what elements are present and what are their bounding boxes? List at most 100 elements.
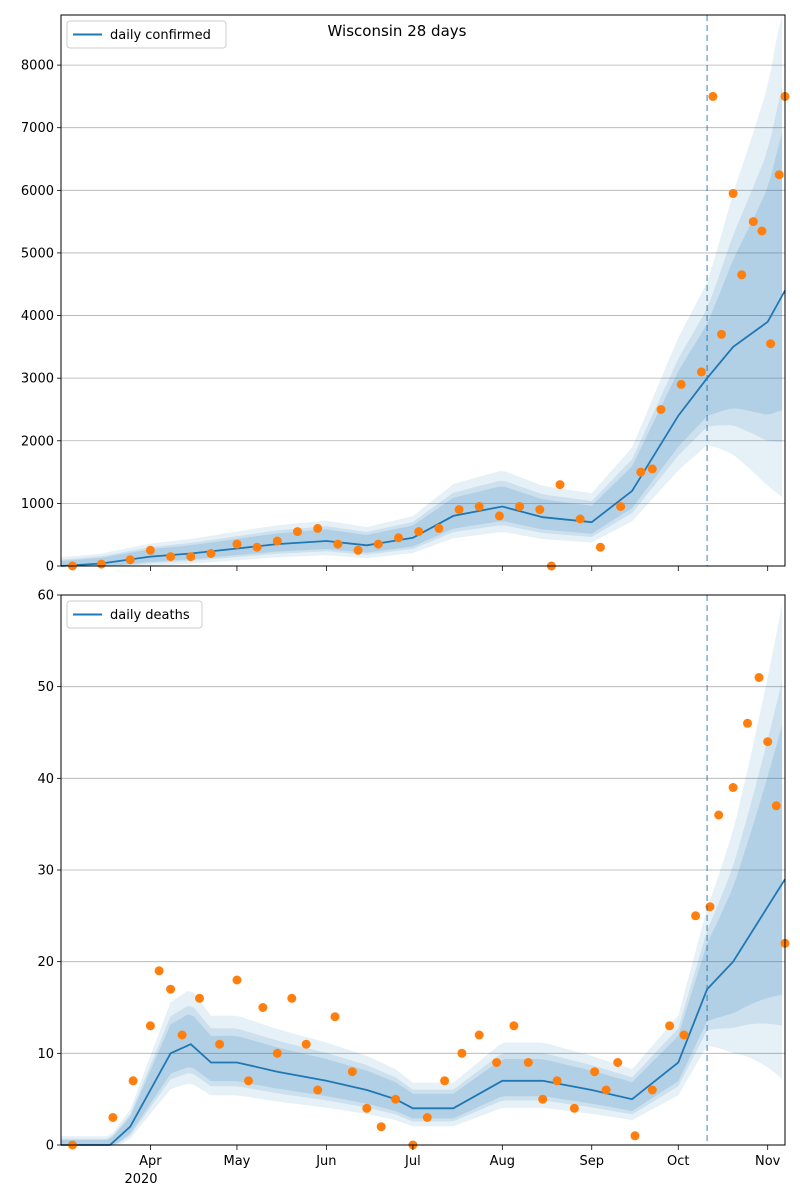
- y-tick-label: 0: [46, 1139, 54, 1154]
- data-point: [676, 379, 686, 389]
- data-point: [714, 810, 724, 820]
- x-year-label: 2020: [124, 1172, 157, 1187]
- deaths-y-axis: 0 10 20 30 40 50 60: [37, 589, 61, 1154]
- data-point: [474, 1030, 484, 1040]
- data-point: [333, 539, 343, 549]
- data-point: [108, 1113, 118, 1122]
- data-point: [457, 1048, 467, 1058]
- data-point: [647, 464, 657, 474]
- data-point: [195, 993, 204, 1003]
- data-point: [394, 533, 403, 543]
- legend-label: daily confirmed: [110, 28, 211, 43]
- data-point: [414, 527, 424, 537]
- x-tick-label: Apr: [139, 1154, 162, 1169]
- y-tick-label: 3000: [21, 372, 54, 387]
- x-tick-label: Nov: [755, 1154, 781, 1169]
- confirmed-observed-points: [68, 91, 790, 571]
- data-point: [145, 545, 155, 555]
- data-point: [301, 1039, 311, 1049]
- data-point: [636, 467, 646, 477]
- data-point: [616, 502, 626, 511]
- data-point: [575, 514, 585, 524]
- data-point: [757, 226, 767, 236]
- data-point: [232, 975, 242, 985]
- uncertainty-band-3: [61, 725, 783, 1145]
- data-point: [535, 505, 545, 515]
- data-point: [728, 188, 738, 198]
- legend-box: [66, 20, 227, 49]
- data-point: [373, 539, 383, 549]
- data-point: [555, 480, 565, 490]
- y-tick-label: 6000: [21, 184, 54, 199]
- data-point: [272, 1048, 282, 1058]
- data-point: [708, 91, 718, 101]
- data-point: [313, 1085, 323, 1095]
- data-point: [258, 1003, 268, 1012]
- deaths-legend[interactable]: daily deaths: [66, 600, 203, 629]
- data-point: [96, 559, 106, 569]
- data-point: [492, 1058, 502, 1067]
- y-tick-label: 4000: [21, 309, 54, 324]
- y-tick-label: 8000: [21, 59, 54, 74]
- y-tick-label: 1000: [21, 497, 54, 512]
- y-tick-label: 40: [37, 772, 54, 787]
- data-point: [128, 1076, 138, 1086]
- data-point: [177, 1030, 187, 1040]
- data-point: [330, 1012, 340, 1022]
- y-tick-label: 60: [37, 589, 54, 604]
- data-point: [696, 367, 706, 377]
- deaths-uncertainty-bands: [61, 604, 783, 1145]
- data-point: [515, 502, 525, 511]
- data-point: [287, 993, 297, 1003]
- data-point: [595, 542, 605, 552]
- data-point: [272, 536, 282, 546]
- data-point: [601, 1085, 611, 1095]
- data-point: [313, 523, 323, 533]
- x-tick-label: May: [224, 1154, 251, 1169]
- data-point: [494, 511, 504, 521]
- data-point: [347, 1067, 357, 1077]
- data-point: [679, 1030, 689, 1040]
- confirmed-plot-frame: [60, 14, 786, 567]
- y-tick-label: 7000: [21, 121, 54, 136]
- x-tick-label: Jun: [315, 1154, 336, 1169]
- deaths-observed-points: [68, 673, 790, 1150]
- data-point: [145, 1021, 155, 1031]
- data-point: [754, 673, 764, 682]
- data-point: [538, 1094, 548, 1104]
- x-tick-label: Sep: [579, 1154, 604, 1169]
- data-point: [613, 1058, 623, 1067]
- data-point: [630, 1131, 640, 1141]
- data-point: [434, 523, 444, 533]
- chart-title: Wisconsin 28 days: [328, 22, 467, 40]
- data-point: [647, 1085, 657, 1095]
- confirmed-y-axis: 0 1000 2000 3000 4000 5000 6000 7000 8000: [21, 59, 61, 575]
- confirmed-x-axis: [150, 566, 769, 571]
- data-point: [656, 405, 666, 414]
- data-point: [422, 1113, 432, 1122]
- data-point: [293, 527, 302, 537]
- data-point: [763, 737, 773, 747]
- data-point: [474, 502, 484, 511]
- deaths-x-axis: Apr May Jun Jul Aug Sep Oct Nov: [139, 1145, 781, 1169]
- data-point: [252, 542, 262, 552]
- data-point: [717, 329, 726, 339]
- y-tick-label: 50: [37, 680, 54, 695]
- deaths-panel: 0 10 20 30 40 50 60 Apr May Jun Jul Aug Sep Oct Nov 2…: [37, 589, 790, 1187]
- data-point: [691, 911, 701, 921]
- data-point: [509, 1021, 519, 1031]
- x-tick-label: Aug: [490, 1154, 515, 1169]
- confirmed-panel: 0 1000 2000 3000 4000 5000 6000 7000 8000 Wiscon…: [21, 14, 790, 575]
- data-point: [590, 1067, 600, 1077]
- data-point: [206, 549, 216, 558]
- data-point: [454, 505, 464, 515]
- data-point: [125, 555, 135, 565]
- data-point: [186, 552, 196, 562]
- confirmed-legend[interactable]: daily confirmed: [66, 20, 227, 49]
- data-point: [737, 270, 747, 280]
- data-point: [728, 783, 738, 792]
- data-point: [774, 170, 784, 180]
- data-point: [244, 1076, 253, 1086]
- data-point: [743, 718, 752, 728]
